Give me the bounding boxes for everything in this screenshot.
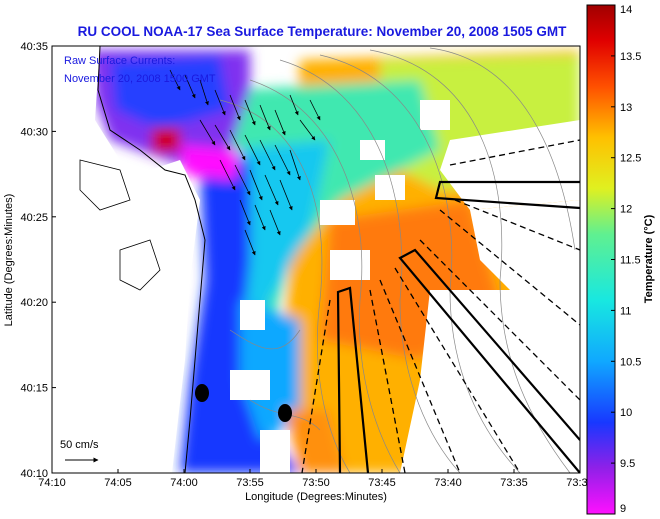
currents-caption-line2: November 20, 2008 1500 GMT bbox=[64, 73, 216, 85]
colorbar bbox=[586, 4, 616, 515]
x-tick-label: 74:05 bbox=[104, 477, 132, 489]
colorbar-label: Temperature (°C) bbox=[643, 214, 655, 303]
colorbar-tick-label: 11.5 bbox=[620, 255, 641, 267]
cloud-patch-e bbox=[260, 430, 290, 473]
colorbar-tick-label: 14 bbox=[620, 4, 632, 16]
colorbar-tick-label: 9.5 bbox=[620, 458, 635, 470]
cloud-patch-a bbox=[330, 250, 370, 280]
coastline-bay bbox=[119, 239, 161, 291]
cloud-patch-f bbox=[420, 100, 450, 130]
scale-arrow-label: 50 cm/s bbox=[60, 439, 99, 451]
cloud-patch-h bbox=[360, 140, 385, 160]
cloud-patch-g bbox=[375, 175, 405, 200]
plot-area bbox=[52, 46, 580, 473]
colorbar-tick-label: 12 bbox=[620, 204, 632, 216]
cloud-right bbox=[470, 200, 580, 300]
x-tick-label: 73:55 bbox=[236, 477, 264, 489]
land-nj bbox=[52, 46, 200, 473]
land-and-cloud-mask bbox=[52, 46, 580, 473]
bathymetry-contours bbox=[219, 47, 576, 473]
y-tick-label: 40:35 bbox=[20, 41, 48, 53]
lane-solid-diagonal bbox=[398, 248, 580, 473]
x-tick-label: 74:00 bbox=[170, 477, 198, 489]
colorbar-ticks: 14 13.5 13 12.5 12 11.5 11 10.5 10 9.5 9 bbox=[611, 4, 641, 515]
currents-caption-line1: Raw Surface Currents: bbox=[64, 55, 175, 67]
colorbar-tick-label: 13.5 bbox=[620, 51, 641, 63]
x-tick-label: 73:40 bbox=[434, 477, 462, 489]
cloud-patch-d bbox=[230, 370, 270, 400]
sst-region-raritan-magenta bbox=[180, 145, 240, 180]
x-tick-label: 73:50 bbox=[302, 477, 330, 489]
lane-solid-vertical bbox=[336, 286, 370, 473]
sst-region-warm-patch bbox=[152, 128, 180, 152]
colorbar-tick-label: 12.5 bbox=[620, 153, 641, 165]
chart-title: RU COOL NOAA-17 Sea Surface Temperature:… bbox=[78, 24, 567, 39]
cloud-patch-b bbox=[320, 200, 355, 225]
shipping-lanes bbox=[301, 139, 580, 473]
y-axis: 40:35 40:30 40:25 40:20 40:15 40:10 bbox=[20, 41, 56, 480]
coastline-island bbox=[79, 159, 131, 211]
sst-region-south-orange bbox=[285, 410, 345, 473]
y-tick-label: 40:25 bbox=[20, 212, 48, 224]
colorbar-tick-label: 9 bbox=[620, 503, 626, 515]
colorbar-tick-label: 10 bbox=[620, 407, 632, 419]
station-marker-2 bbox=[278, 404, 292, 422]
y-tick-label: 40:10 bbox=[20, 468, 48, 480]
sst-region-raritan-blue bbox=[110, 55, 230, 130]
lane-solid-upper bbox=[434, 180, 580, 210]
x-tick-label: 74:10 bbox=[38, 477, 66, 489]
y-tick-label: 40:30 bbox=[20, 126, 48, 138]
colorbar-tick-label: 10.5 bbox=[620, 356, 641, 368]
y-axis-label: Latitude (Degrees:Minutes) bbox=[3, 194, 15, 327]
colorbar-tick-label: 13 bbox=[620, 102, 632, 114]
y-tick-label: 40:15 bbox=[20, 383, 48, 395]
current-vectors bbox=[169, 69, 321, 256]
x-tick-label: 73:35 bbox=[500, 477, 528, 489]
x-axis-label: Longitude (Degrees:Minutes) bbox=[245, 491, 387, 503]
y-tick-label: 40:20 bbox=[20, 297, 48, 309]
coastline bbox=[97, 46, 206, 473]
cloud-lower-right bbox=[400, 290, 580, 473]
colorbar-tick-label: 11 bbox=[620, 305, 631, 317]
cloud-patch-c bbox=[240, 300, 265, 330]
x-tick-label: 73:45 bbox=[368, 477, 396, 489]
station-marker-1 bbox=[195, 384, 209, 402]
